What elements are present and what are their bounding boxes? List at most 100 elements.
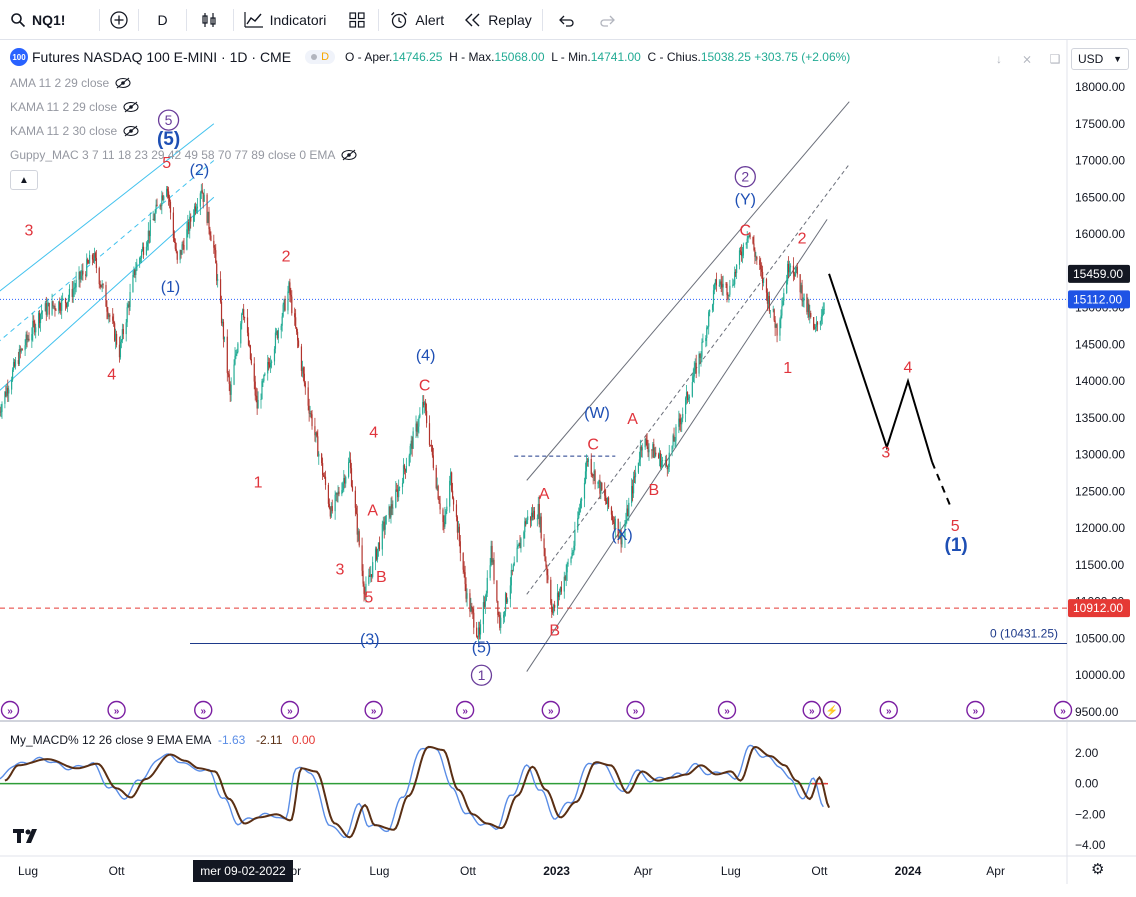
eye-off-icon[interactable] xyxy=(123,101,139,113)
undo-button[interactable] xyxy=(543,0,589,40)
candle-body xyxy=(244,317,246,319)
candle-body xyxy=(584,471,587,483)
candle-body xyxy=(388,506,390,516)
indicators-button[interactable]: Indicatori xyxy=(234,0,337,40)
candle-body xyxy=(813,317,815,329)
interval-label: D xyxy=(157,11,168,28)
candle-body xyxy=(793,273,795,277)
candle-body xyxy=(78,271,80,280)
macd-y-tick: −4.00 xyxy=(1075,838,1106,852)
wave-label: 4 xyxy=(107,367,116,384)
candle-body xyxy=(269,364,271,368)
candle-body xyxy=(5,391,7,396)
candle-body xyxy=(26,334,28,341)
compare-button[interactable] xyxy=(100,0,138,40)
symbol-search-button[interactable]: NQ1! xyxy=(0,0,75,40)
candle-body xyxy=(351,486,354,491)
indicator-legend-guppy[interactable]: Guppy_MAC 3 7 11 18 23 29 42 49 58 70 77… xyxy=(10,148,357,162)
event-marker-icon xyxy=(455,700,475,720)
projection-solid-line xyxy=(828,273,934,463)
projection-path xyxy=(828,273,952,507)
eye-off-icon[interactable] xyxy=(341,149,357,161)
collapse-legend-button[interactable]: ▲ xyxy=(10,170,38,190)
currency-select[interactable]: USD ▼ xyxy=(1071,48,1129,70)
macd-signal-value: -2.11 xyxy=(256,733,283,747)
layouts-button[interactable] xyxy=(336,0,378,40)
eye-off-icon[interactable] xyxy=(115,77,131,89)
chart-type-button[interactable] xyxy=(187,0,233,40)
candle-body xyxy=(28,338,30,341)
candle-body xyxy=(4,391,6,404)
candle-body xyxy=(646,439,648,447)
wave-label: A xyxy=(367,503,378,520)
candle-body xyxy=(625,520,627,526)
candle-body xyxy=(122,329,124,335)
candle-body xyxy=(520,538,522,549)
candle-body xyxy=(348,462,350,477)
candle-body xyxy=(794,270,796,277)
collapse-arrows-icon: ⨯ xyxy=(1021,52,1033,66)
candle-body xyxy=(573,545,575,553)
symbol-label: NQ1! xyxy=(32,11,66,28)
candle-body xyxy=(551,603,553,613)
candle-body xyxy=(664,459,666,461)
indicator-legend-ama[interactable]: AMA 11 2 29 close xyxy=(10,76,131,90)
candle-body xyxy=(773,309,775,321)
candle-body xyxy=(140,257,142,259)
candle-body xyxy=(318,453,320,457)
alert-button[interactable]: Alert xyxy=(379,0,454,40)
tradingview-logo[interactable] xyxy=(13,826,43,850)
y-tick-label: 17000.00 xyxy=(1075,154,1125,168)
event-marker-arrow: » xyxy=(462,706,468,717)
redo-button[interactable] xyxy=(589,0,627,40)
candle-body xyxy=(647,446,649,453)
candle-body xyxy=(451,472,453,491)
circled-wave-ring xyxy=(734,166,756,188)
wave-label: (1) xyxy=(945,535,968,556)
symbol-title[interactable]: Futures NASDAQ 100 E-MINI · 1D · CME xyxy=(32,49,292,65)
candle-body xyxy=(270,361,273,363)
candle-body xyxy=(708,312,710,327)
candle-body xyxy=(417,426,419,432)
candle-body xyxy=(503,611,506,615)
candle-body xyxy=(579,508,581,512)
candle-body xyxy=(476,627,478,637)
indicator-legend-kama-30[interactable]: KAMA 11 2 30 close xyxy=(10,124,139,138)
candle-body xyxy=(237,343,239,353)
eye-off-icon[interactable] xyxy=(123,125,139,137)
market-status-badge[interactable]: D xyxy=(305,50,336,64)
replay-label: Replay xyxy=(488,11,532,28)
candle-body xyxy=(106,306,108,312)
candle-body xyxy=(357,531,359,535)
candle-body xyxy=(11,380,13,390)
candle-body xyxy=(781,306,783,316)
candle-body xyxy=(247,332,250,346)
maximize-pane-button[interactable]: ⨯ xyxy=(1016,48,1038,70)
interval-button[interactable]: D xyxy=(139,0,185,40)
candle-body xyxy=(523,532,525,539)
candle-body xyxy=(98,268,100,285)
candle-body xyxy=(141,250,143,258)
wave-label: 3 xyxy=(881,445,890,462)
indicator-legend-kama-29[interactable]: KAMA 11 2 29 close xyxy=(10,100,139,114)
restore-pane-button[interactable]: ❑ xyxy=(1044,48,1066,70)
divider xyxy=(541,8,543,31)
candle-body xyxy=(652,444,654,451)
candle-body xyxy=(280,325,282,331)
candle-body xyxy=(599,480,601,494)
candle-body xyxy=(410,440,412,447)
move-down-button[interactable]: ↓ xyxy=(988,48,1010,70)
candle-body xyxy=(328,503,330,509)
replay-button[interactable]: Replay xyxy=(454,0,542,40)
settings-gear-icon[interactable]: ⚙ xyxy=(1091,861,1105,878)
candle-body xyxy=(428,423,431,445)
candle-body xyxy=(738,250,741,265)
candle-body xyxy=(435,467,437,489)
candle-body xyxy=(13,362,16,367)
candle-body xyxy=(64,298,67,303)
candle-body xyxy=(154,212,156,221)
wave-label: A xyxy=(627,411,638,428)
candle-body xyxy=(759,259,761,265)
candle-body xyxy=(156,204,158,207)
